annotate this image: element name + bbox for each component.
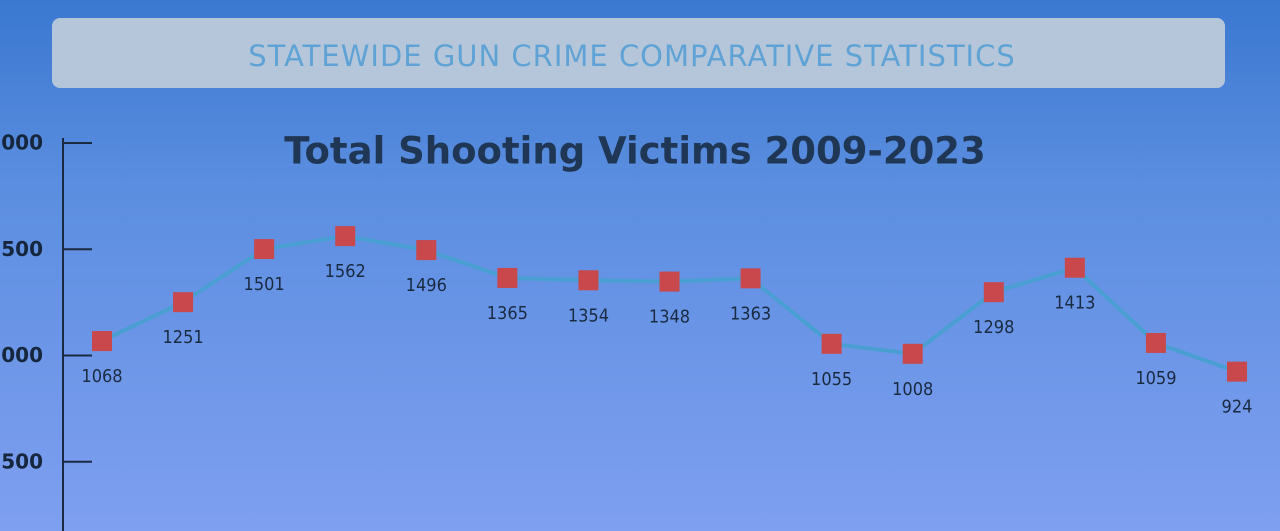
point-marker (173, 292, 194, 313)
data-label: 1354 (568, 305, 609, 326)
data-label: 1363 (730, 303, 771, 324)
point-marker (497, 267, 518, 288)
data-label: 1365 (487, 303, 528, 324)
data-label: 1496 (406, 275, 447, 296)
point-marker (578, 270, 599, 291)
chart-title: Total Shooting Victims 2009-2023 (284, 130, 986, 173)
data-label: 924 (1222, 397, 1253, 418)
data-label: 1059 (1135, 368, 1176, 389)
point-marker (1064, 257, 1085, 278)
header-banner (52, 18, 1225, 88)
y-tick-label: 2000 (0, 131, 43, 155)
y-tick-label: 1000 (0, 343, 43, 367)
data-label: 1298 (973, 317, 1014, 338)
point-marker (92, 331, 112, 352)
y-tick-label: 500 (1, 449, 43, 473)
data-label: 1562 (325, 261, 366, 282)
point-marker (1227, 361, 1247, 382)
plot-area: 500 1000 1500 2000 1068 1251 1501 1562 1496 1365 1… (0, 131, 1252, 531)
point-marker (983, 282, 1004, 303)
header-title: STATEWIDE GUN CRIME COMPARATIVE STATISTI… (248, 39, 1016, 73)
data-label: 1501 (244, 274, 285, 295)
data-label: 1068 (81, 366, 122, 387)
point-marker (416, 240, 437, 261)
point-marker (821, 333, 842, 354)
point-marker (659, 271, 680, 292)
data-label: 1348 (649, 307, 690, 328)
point-marker (740, 268, 761, 289)
point-marker (1145, 332, 1166, 353)
point-marker (335, 226, 356, 247)
data-label: 1055 (811, 369, 852, 390)
data-label: 1251 (162, 327, 203, 348)
data-label: 1413 (1054, 293, 1095, 314)
point-marker (254, 239, 275, 260)
data-label: 1008 (892, 379, 933, 400)
y-tick-label: 1500 (0, 237, 43, 261)
point-marker (902, 343, 923, 364)
